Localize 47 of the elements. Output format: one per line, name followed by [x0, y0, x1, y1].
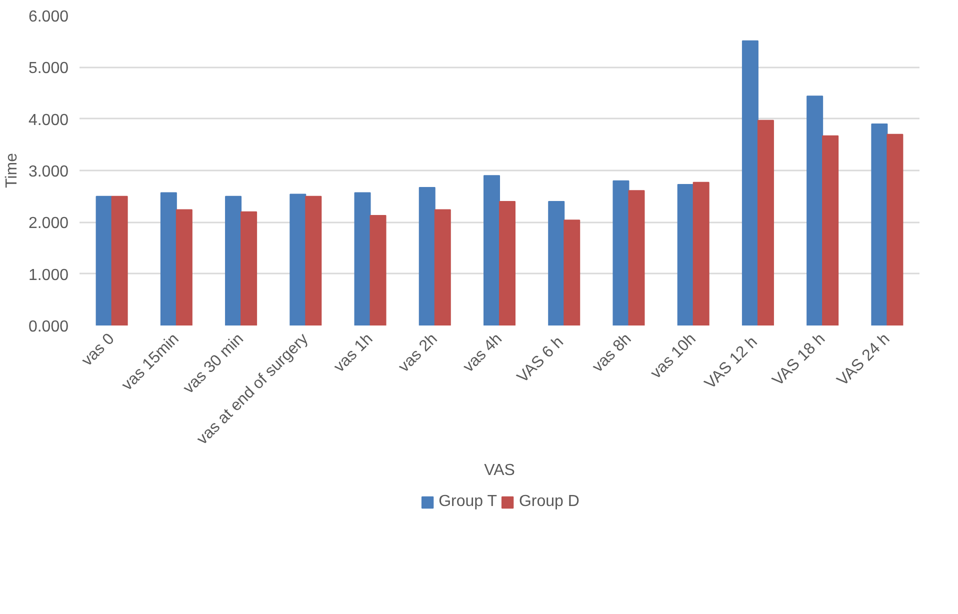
bar — [886, 134, 904, 326]
bar — [225, 196, 242, 326]
bar — [160, 192, 177, 326]
x-tick-label: VAS 12 h — [702, 334, 761, 393]
bar — [240, 211, 258, 326]
bar — [483, 175, 500, 326]
y-tick-label: 4.000 — [28, 112, 69, 129]
bar — [757, 120, 774, 326]
bar — [677, 184, 694, 326]
bar — [692, 182, 710, 326]
x-tick-label: VAS 6 h — [514, 334, 567, 386]
bar — [564, 220, 580, 326]
y-tick-label: 0.000 — [28, 318, 69, 336]
bar — [418, 187, 436, 326]
bar — [434, 209, 451, 326]
bar — [111, 196, 128, 326]
bar — [354, 192, 371, 326]
x-tick-label: vas 0 — [78, 330, 118, 370]
bar — [305, 196, 322, 326]
bar — [612, 180, 630, 326]
y-tick-label: 5.000 — [28, 60, 69, 78]
bar — [871, 124, 888, 326]
bar — [628, 190, 645, 326]
y-tick-label: 3.000 — [28, 164, 69, 180]
legend-label: Group T — [438, 493, 497, 511]
x-axis-title: VAS — [484, 462, 515, 480]
x-tick-label: vas 1h — [330, 330, 376, 376]
y-tick-label: 2.000 — [28, 215, 69, 232]
bar — [290, 194, 306, 326]
x-tick-label: vas 2h — [396, 330, 441, 376]
bar — [742, 40, 758, 326]
x-tick-label: vas 10h — [648, 330, 700, 382]
bar — [806, 96, 824, 326]
x-tick-label: VAS 24 h — [834, 330, 894, 390]
y-tick-label: 6.000 — [28, 8, 69, 26]
legend-label: Group D — [518, 493, 580, 511]
bar — [176, 209, 192, 326]
x-tick-label: VAS 18 h — [770, 330, 829, 390]
x-tick-label: vas 8h — [589, 330, 635, 376]
bar — [548, 201, 565, 326]
x-tick-label: vas 4h — [460, 330, 506, 376]
bar — [822, 135, 839, 326]
bar — [370, 214, 386, 326]
y-tick-label: 1.000 — [28, 266, 69, 284]
bar — [96, 196, 112, 326]
y-axis-title: Time — [3, 152, 20, 188]
bar — [499, 201, 516, 326]
